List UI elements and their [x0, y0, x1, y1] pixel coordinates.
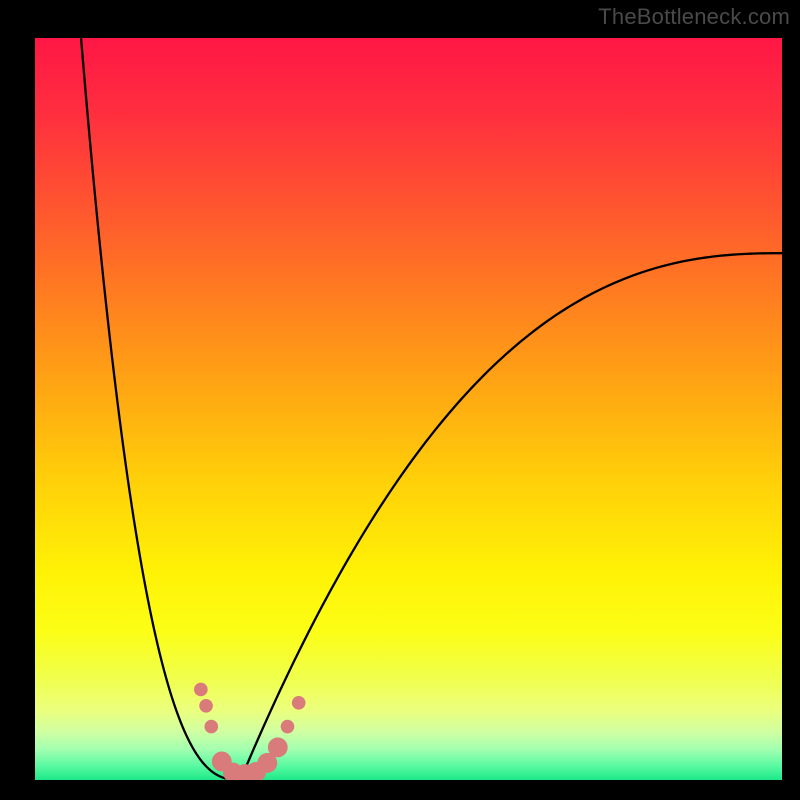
marker-point: [195, 683, 208, 696]
marker-point: [205, 720, 218, 733]
marker-point: [200, 700, 213, 713]
marker-point: [281, 720, 294, 733]
marker-point: [268, 738, 287, 757]
gradient-background: [35, 38, 782, 780]
attribution-text: TheBottleneck.com: [598, 4, 790, 30]
marker-point: [292, 697, 305, 710]
bottleneck-chart: [0, 0, 800, 800]
